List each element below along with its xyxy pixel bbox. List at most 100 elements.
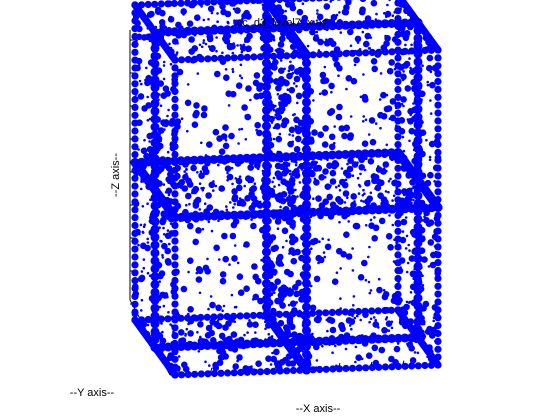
data-point [370,332,377,340]
data-point [429,81,436,89]
data-point [425,193,433,200]
data-point [253,72,261,79]
data-point [275,113,283,121]
data-point [193,32,196,36]
data-point [415,163,418,167]
data-point [230,331,238,338]
data-point [412,186,415,190]
data-point [289,323,296,331]
data-point [267,332,271,336]
data-point [177,355,181,358]
data-point [307,88,315,95]
data-point [195,276,203,283]
data-point [249,98,252,102]
data-point [283,359,287,363]
data-point [345,0,352,6]
data-point [354,35,362,43]
data-point [199,341,203,345]
data-point [322,50,330,58]
data-point [198,172,205,179]
data-point [299,213,303,216]
data-point [276,93,280,96]
data-point [304,95,307,99]
data-point [301,14,309,22]
data-point [186,340,194,348]
data-point [266,237,274,245]
data-point [273,64,276,68]
data-point [361,140,369,147]
data-point [262,179,269,187]
data-point [337,184,341,187]
data-point [412,198,415,202]
data-point [413,67,421,74]
data-point [430,352,434,356]
data-point [308,22,318,31]
data-point [131,206,139,214]
data-point [412,277,416,281]
data-point [248,191,255,198]
data-point [254,121,261,129]
data-point [429,99,432,102]
data-point [390,50,394,54]
data-point [410,43,413,47]
data-point [165,27,173,34]
data-point [314,366,318,369]
data-point [394,153,402,161]
data-point [288,287,292,290]
data-point [216,20,219,24]
data-point [335,308,343,316]
data-point [143,223,146,226]
data-point [157,98,160,102]
data-point [140,82,143,86]
data-point [131,269,139,277]
data-point [244,114,248,118]
data-point [302,105,311,115]
data-point [434,101,442,109]
data-point [413,95,421,103]
data-point [195,266,203,273]
data-point [426,80,430,84]
data-point [255,129,263,137]
data-point [222,32,225,35]
data-point [274,170,282,177]
data-point [292,49,299,56]
data-point [347,220,351,223]
data-point [353,56,360,64]
data-point [400,154,408,162]
data-point [414,212,417,216]
data-point [224,13,228,16]
data-point [317,261,320,265]
data-point [341,212,348,220]
data-point [322,125,329,132]
data-point [384,190,388,193]
data-point [413,336,420,344]
data-point [416,351,420,355]
data-point [335,196,342,203]
data-point [134,93,138,96]
data-point [148,274,152,278]
data-point [140,270,144,273]
data-point [154,89,157,92]
data-point [354,360,357,364]
data-point [298,181,302,184]
data-point [316,13,324,21]
data-point [398,28,401,32]
data-point [432,319,436,323]
data-point [162,304,166,308]
data-point [370,202,377,209]
data-point [416,146,424,154]
data-point [256,202,264,209]
data-point [244,36,251,43]
data-point [292,284,299,291]
data-point [381,327,388,334]
data-point [284,9,287,13]
data-point [204,341,211,349]
data-point [176,185,180,189]
data-point [343,332,351,339]
data-point [176,344,184,351]
data-point [229,210,239,220]
data-point [242,24,252,34]
data-point [364,198,371,205]
data-point [212,208,220,216]
data-point [137,93,145,100]
